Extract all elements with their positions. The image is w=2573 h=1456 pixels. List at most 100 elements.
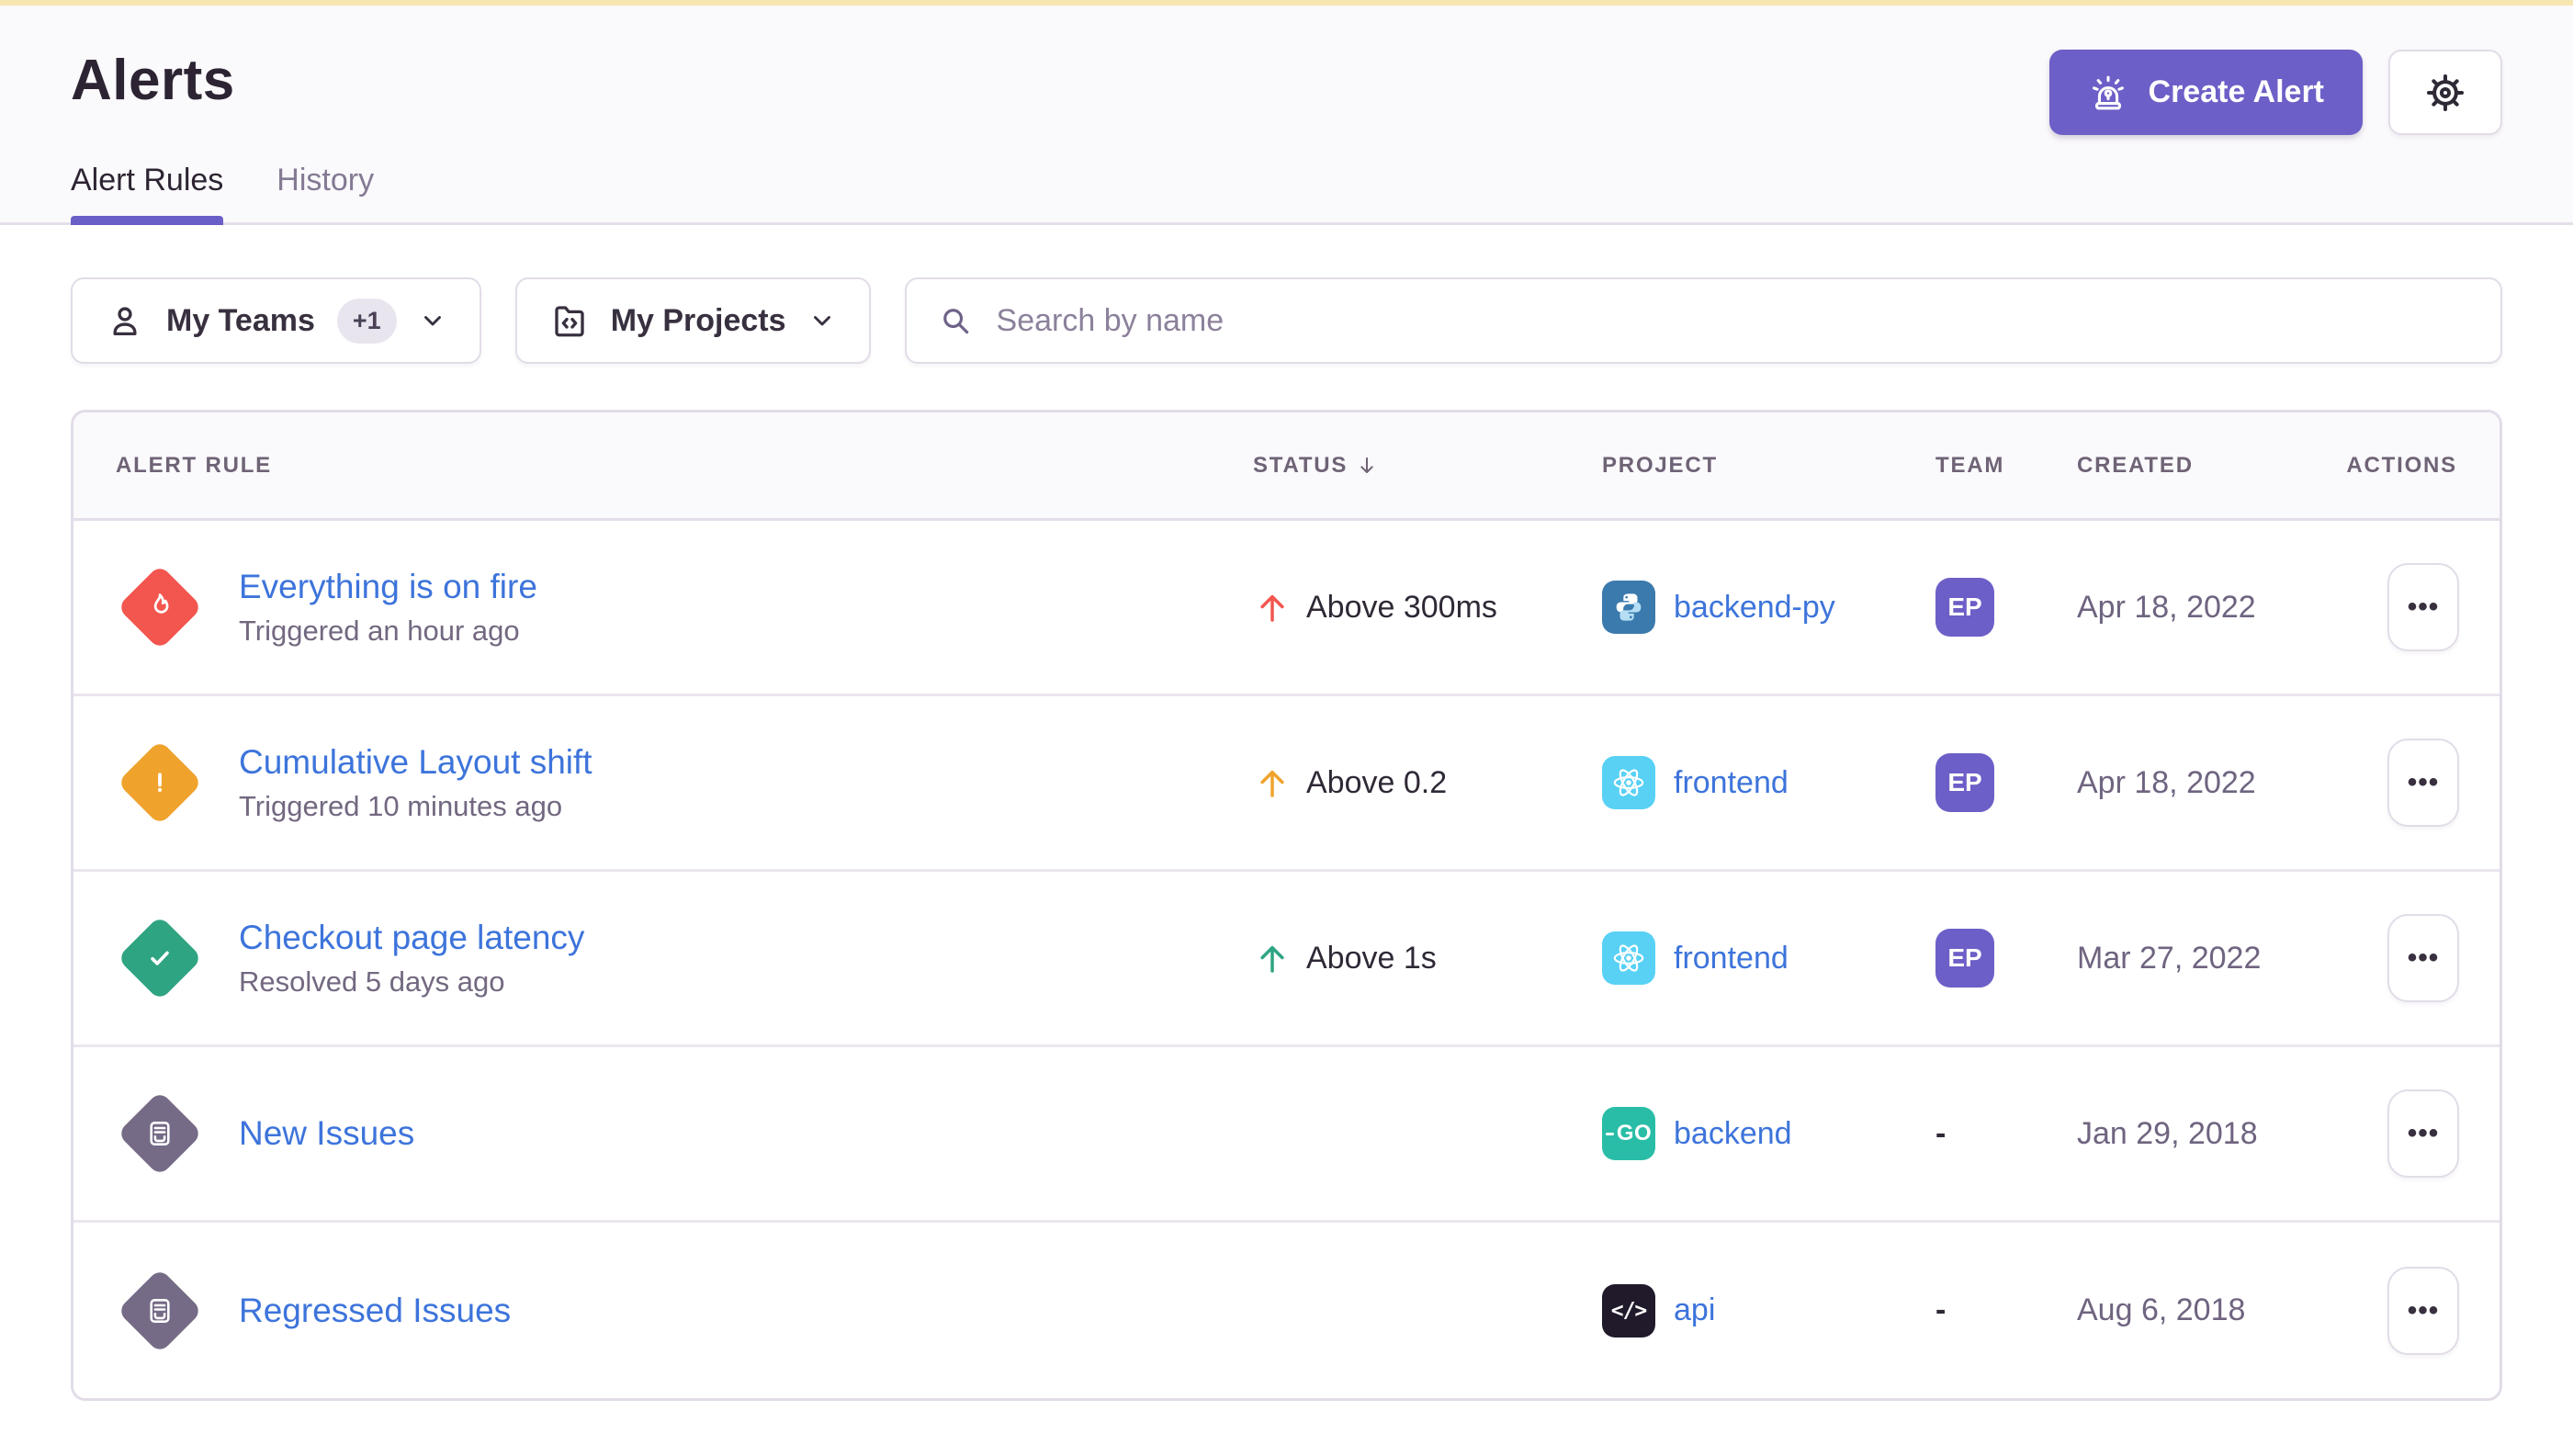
team-cell: EP [1935,578,2077,637]
status-cell: Above 1s [1253,939,1602,977]
projects-filter-label: My Projects [610,302,786,338]
alert-rule-link[interactable]: Regressed Issues [239,1291,512,1329]
column-header-status-label: STATUS [1253,452,1349,478]
status-label: Above 1s [1306,940,1437,976]
header-actions: Create Alert [2048,50,2502,135]
page-title: Alerts [71,49,235,112]
alert-rule-cell: Checkout page latency Resolved 5 days ag… [73,914,1253,1002]
project-link[interactable]: api [1674,1292,1716,1327]
create-alert-button[interactable]: Create Alert [2048,50,2363,135]
created-date: Mar 27, 2022 [2077,940,2262,976]
tab-alert-rules[interactable]: Alert Rules [71,163,224,225]
project-cell: frontend [1602,931,1935,985]
actions-cell: ••• [2340,1089,2500,1178]
team-badge: EP [1935,753,1994,812]
column-header-alert-rule: ALERT RULE [116,452,272,478]
alert-rule-subtitle: Triggered 10 minutes ago [239,789,563,822]
alert-rule-link[interactable]: Everything is on fire [239,567,537,605]
chevron-down-icon [419,307,446,334]
table-header-row: ALERT RULE STATUS PROJECT TEAM CREATED A… [73,412,2500,521]
table-row: Cumulative Layout shift Triggered 10 min… [73,696,2500,872]
issue-diamond-icon [116,1089,204,1178]
search-bar [904,277,2502,364]
alerts-table: ALERT RULE STATUS PROJECT TEAM CREATED A… [71,410,2502,1401]
user-icon [106,301,144,340]
react-icon [1602,931,1655,985]
actions-cell: ••• [2340,914,2500,1002]
alert-rule-link[interactable]: Checkout page latency [239,918,585,956]
fire-icon [153,593,169,614]
team-cell: EP [1935,929,2077,988]
issues-icon [150,1298,170,1323]
team-cell: - [1935,1116,2077,1152]
arrow-up-icon [1253,939,1292,977]
alert-rule-link[interactable]: New Issues [239,1114,415,1152]
chevron-down-icon [808,307,836,334]
status-label: Above 300ms [1306,589,1497,625]
settings-button[interactable] [2388,50,2502,135]
create-alert-label: Create Alert [2148,74,2324,109]
teams-count-badge: +1 [336,298,397,344]
project-cell: frontend [1602,756,1935,809]
team-none: - [1935,1115,1947,1151]
search-input[interactable] [996,279,2469,362]
alert-rule-cell: Cumulative Layout shift Triggered 10 min… [73,739,1253,827]
project-link[interactable]: backend [1674,1115,1792,1151]
filter-bar: My Teams +1 My Projects [71,277,2502,364]
created-date: Apr 18, 2022 [2077,589,2256,625]
alert-rule-link[interactable]: Cumulative Layout shift [239,742,592,781]
team-cell: - [1935,1292,2077,1328]
warning-diamond-icon [116,739,204,827]
row-actions-button[interactable]: ••• [2387,563,2459,651]
row-actions-button[interactable]: ••• [2387,1266,2459,1355]
row-actions-button[interactable]: ••• [2387,1089,2459,1178]
table-row: New Issues GO backend - Jan 29, 2018 ••• [73,1047,2500,1223]
row-actions-button[interactable]: ••• [2387,739,2459,827]
page-body: My Teams +1 My Projects [0,277,2573,1401]
issues-icon [150,1122,170,1146]
resolved-diamond-icon [116,914,204,1002]
project-link[interactable]: frontend [1674,940,1789,976]
status-label: Above 0.2 [1306,764,1448,800]
column-header-project: PROJECT [1602,452,1718,478]
alert-rule-subtitle: Resolved 5 days ago [239,965,505,998]
sort-descending-icon [1355,454,1379,478]
created-date: Apr 18, 2022 [2077,764,2256,800]
project-link[interactable]: backend-py [1674,589,1835,625]
alert-rule-cell: Regressed Issues [73,1267,1253,1355]
top-accent-strip [0,0,2573,6]
table-row: Checkout page latency Resolved 5 days ag… [73,872,2500,1047]
code-icon: </> [1602,1283,1655,1337]
column-header-actions: ACTIONS [2346,452,2457,478]
alert-rule-subtitle: Triggered an hour ago [239,614,520,647]
status-cell: Above 0.2 [1253,763,1602,802]
check-icon [151,951,169,965]
critical-diamond-icon [116,563,204,651]
teams-filter-label: My Teams [166,302,315,338]
team-none: - [1935,1292,1947,1327]
project-cell: </> api [1602,1283,1935,1337]
created-date: Jan 29, 2018 [2077,1115,2258,1151]
project-icon [550,301,589,340]
alert-rule-cell: New Issues [73,1089,1253,1178]
column-header-status[interactable]: STATUS [1253,453,1602,479]
tab-bar: Alert Rules History [71,163,2502,225]
status-cell: Above 300ms [1253,588,1602,626]
team-badge: EP [1935,929,1994,988]
alert-rule-cell: Everything is on fire Triggered an hour … [73,563,1253,651]
column-header-created: CREATED [2077,452,2194,478]
page-header: Alerts Create Alert [0,6,2573,225]
go-icon: GO [1602,1107,1655,1160]
gear-icon [2424,72,2466,114]
search-icon [938,303,973,338]
created-date: Aug 6, 2018 [2077,1292,2246,1327]
arrow-up-icon [1253,588,1292,626]
teams-filter-button[interactable]: My Teams +1 [71,277,481,364]
tab-history[interactable]: History [276,163,375,198]
project-link[interactable]: frontend [1674,764,1789,800]
actions-cell: ••• [2340,1266,2500,1355]
actions-cell: ••• [2340,739,2500,827]
projects-filter-button[interactable]: My Projects [514,277,871,364]
row-actions-button[interactable]: ••• [2387,914,2459,1002]
